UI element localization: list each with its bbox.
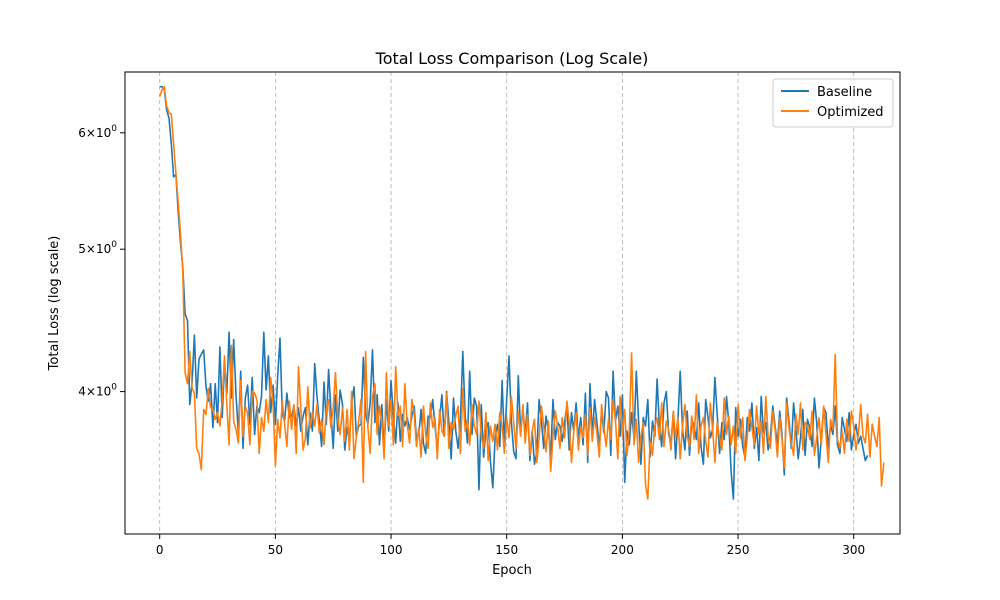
x-axis-ticks: 0 50 100 150 200 250 300	[156, 534, 865, 557]
x-tick-label: 50	[268, 543, 283, 557]
series-line-baseline	[159, 85, 869, 500]
plot-frame	[124, 71, 901, 535]
series-lines	[158, 85, 885, 500]
x-tick-label: 250	[727, 543, 750, 557]
legend: Baseline Optimized	[772, 78, 894, 128]
x-tick-label: 0	[156, 543, 164, 557]
y-tick-label: 5×100	[78, 240, 117, 256]
x-tick-label: 200	[611, 543, 634, 557]
x-tick-label: 300	[842, 543, 865, 557]
y-axis-ticks: 6×100 5×100 4×100	[78, 124, 125, 399]
legend-label-optimized: Optimized	[817, 105, 884, 120]
series-line-optimized	[158, 85, 885, 500]
y-axis-label: Total Loss (log scale)	[47, 236, 62, 372]
x-tick-label: 150	[495, 543, 518, 557]
x-tick-label: 100	[380, 543, 403, 557]
legend-label-baseline: Baseline	[817, 85, 872, 100]
grid-lines	[159, 72, 855, 534]
x-axis-label: Epoch	[492, 563, 532, 578]
y-tick-label: 6×100	[78, 124, 117, 140]
chart-title: Total Loss Comparison (Log Scale)	[375, 49, 649, 68]
y-tick-label: 4×100	[78, 383, 117, 399]
